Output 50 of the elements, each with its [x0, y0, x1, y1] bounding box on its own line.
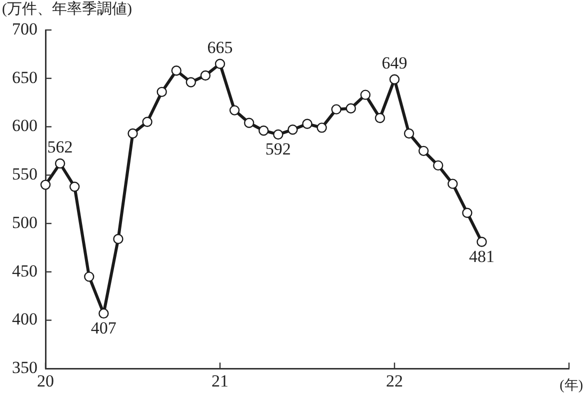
- y-tick-label: 550: [12, 164, 38, 184]
- point: [302, 118, 312, 129]
- point: [433, 160, 444, 171]
- y-tick-label: 500: [12, 212, 38, 232]
- point: [84, 272, 94, 282]
- point: [331, 104, 342, 114]
- x-axis-title: (年): [560, 377, 584, 394]
- point: [40, 180, 51, 190]
- point: [288, 124, 298, 135]
- point: [258, 126, 269, 136]
- y-tick-label: 350: [12, 358, 38, 378]
- x-tick-label: 20: [37, 371, 54, 390]
- point: [98, 308, 109, 319]
- x-tick-label: 22: [386, 371, 403, 390]
- point: [156, 86, 167, 98]
- y-tick-label: 700: [12, 19, 38, 38]
- point: [186, 77, 196, 88]
- point: [171, 66, 182, 76]
- point: [273, 129, 284, 140]
- point: [244, 118, 254, 128]
- point: [448, 178, 458, 189]
- point: [229, 105, 240, 116]
- y-tick-label: 400: [12, 310, 38, 329]
- data-label: 562: [47, 137, 73, 156]
- data-label: 592: [265, 139, 291, 158]
- y-tick-label: 650: [12, 68, 38, 87]
- point: [462, 208, 472, 218]
- point: [69, 182, 80, 192]
- y-axis-title: (万件、年率季調値): [2, 0, 132, 18]
- point: [418, 146, 429, 156]
- point: [142, 116, 152, 128]
- point: [54, 158, 66, 169]
- point: [214, 58, 226, 69]
- point: [346, 103, 356, 114]
- point: [476, 236, 487, 247]
- x-tick-label: 21: [212, 371, 228, 390]
- point: [404, 128, 414, 139]
- y-tick-label: 450: [12, 261, 38, 280]
- point: [316, 122, 327, 133]
- point: [374, 112, 386, 124]
- point: [200, 70, 211, 81]
- point: [128, 128, 138, 139]
- data-label: 649: [382, 53, 408, 72]
- data-label: 407: [90, 318, 117, 338]
- y-tick-label: 600: [12, 116, 38, 136]
- data-label: 665: [207, 38, 233, 57]
- point: [389, 74, 400, 84]
- point: [113, 234, 124, 244]
- data-label: 481: [469, 246, 494, 266]
- point: [360, 90, 371, 100]
